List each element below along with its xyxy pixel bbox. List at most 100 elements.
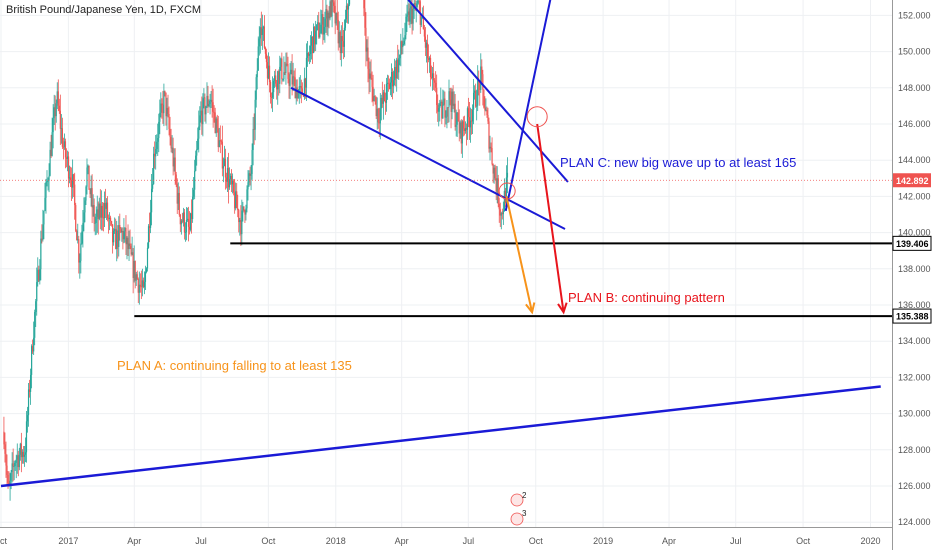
- candle-body: [290, 69, 292, 75]
- candle-body: [399, 54, 401, 59]
- candle-body: [437, 105, 439, 112]
- event-badge: 2: [522, 491, 527, 500]
- plan-a-arrow[interactable]: [505, 196, 534, 313]
- candle-body: [136, 274, 138, 279]
- candle-body: [111, 220, 113, 225]
- candle-body: [17, 455, 19, 468]
- candle-body: [334, 5, 336, 24]
- candle-body: [89, 189, 91, 195]
- candle-body: [340, 36, 342, 54]
- candle-body: [72, 174, 74, 188]
- candle-body: [402, 43, 404, 48]
- highlight-circle[interactable]: [498, 182, 516, 200]
- candle-body: [158, 121, 160, 139]
- candle-body: [369, 73, 371, 79]
- candle-body: [407, 11, 409, 15]
- candle-body: [363, 0, 365, 9]
- candle-body: [377, 108, 379, 123]
- candle-body: [156, 141, 158, 149]
- candle-body: [332, 0, 334, 3]
- candle-body: [200, 110, 202, 116]
- candle-body: [26, 415, 29, 422]
- level-price-tag-border: [892, 308, 932, 324]
- candle-body: [128, 243, 130, 250]
- candle-body: [106, 202, 109, 219]
- candle-body: [77, 239, 79, 241]
- candle-body: [430, 77, 433, 78]
- candle-body: [501, 213, 503, 215]
- candle-body: [164, 91, 166, 93]
- candle-body: [49, 149, 51, 176]
- y-tick-label: 152.000: [898, 10, 931, 20]
- candle-body: [245, 208, 247, 215]
- candle-body: [267, 65, 270, 79]
- candle-body: [439, 103, 441, 109]
- candle-body: [112, 224, 114, 243]
- channel-lower-line[interactable]: [290, 86, 566, 230]
- candle-body: [23, 454, 26, 457]
- candle-body: [126, 237, 128, 245]
- candle-body: [48, 175, 50, 181]
- candle-body: [373, 96, 375, 101]
- channel-upper-line[interactable]: [358, 0, 569, 183]
- candle-body: [310, 36, 313, 46]
- candle-body: [101, 205, 103, 218]
- x-tick-label: Oct: [529, 536, 544, 546]
- candle-body: [172, 147, 174, 167]
- candle-body: [154, 153, 156, 157]
- candle-body: [153, 153, 155, 185]
- drawings[interactable]: PLAN A: continuing falling to at least 1…: [0, 0, 892, 488]
- candle-body: [280, 58, 282, 67]
- candle-body: [365, 27, 367, 52]
- candle-body: [255, 77, 257, 100]
- event-icon[interactable]: [510, 512, 524, 526]
- candle-body: [378, 122, 380, 124]
- candle-body: [114, 228, 116, 232]
- candle-body: [10, 471, 12, 481]
- long-trendline[interactable]: [0, 385, 881, 488]
- y-tick-label: 148.000: [898, 83, 931, 93]
- candle-body: [201, 110, 203, 125]
- level-price-tag-bg: [893, 236, 931, 251]
- candle-body: [141, 280, 143, 287]
- candle-body: [43, 210, 45, 225]
- event-icon[interactable]: [510, 493, 524, 507]
- candle-body: [229, 175, 232, 180]
- highlight-circle[interactable]: [526, 106, 548, 128]
- candle-body: [435, 82, 437, 88]
- candle-body: [471, 109, 474, 122]
- x-tick-label: 2019: [593, 536, 613, 546]
- candle-body: [488, 121, 490, 149]
- candle-body: [455, 124, 457, 127]
- plan-c-line[interactable]: [504, 0, 584, 212]
- candle-body: [314, 26, 316, 45]
- x-tick-label: Apr: [127, 536, 141, 546]
- candle-body: [81, 231, 83, 244]
- candle-body: [384, 100, 387, 103]
- candle-body: [155, 148, 157, 157]
- candle-body: [179, 214, 181, 225]
- candle-body: [274, 75, 276, 81]
- candle-body: [204, 97, 206, 115]
- candle-body: [296, 87, 298, 99]
- candle-body: [307, 52, 310, 56]
- candle-body: [104, 203, 107, 209]
- candle-body: [167, 107, 169, 114]
- candle-body: [339, 31, 341, 54]
- candle-body: [180, 220, 182, 225]
- candle-body: [25, 421, 28, 453]
- candle-body: [504, 190, 506, 203]
- plan-b-arrow[interactable]: [536, 123, 565, 313]
- candle-body: [78, 239, 80, 263]
- candle-body: [497, 178, 499, 204]
- candle-body: [393, 80, 395, 87]
- candle-body: [405, 16, 407, 36]
- candle-body: [380, 97, 382, 109]
- candle-body: [15, 459, 17, 463]
- candle-body: [492, 163, 494, 174]
- candle-body: [108, 217, 111, 219]
- candle-body: [75, 205, 77, 231]
- candle-body: [506, 172, 509, 178]
